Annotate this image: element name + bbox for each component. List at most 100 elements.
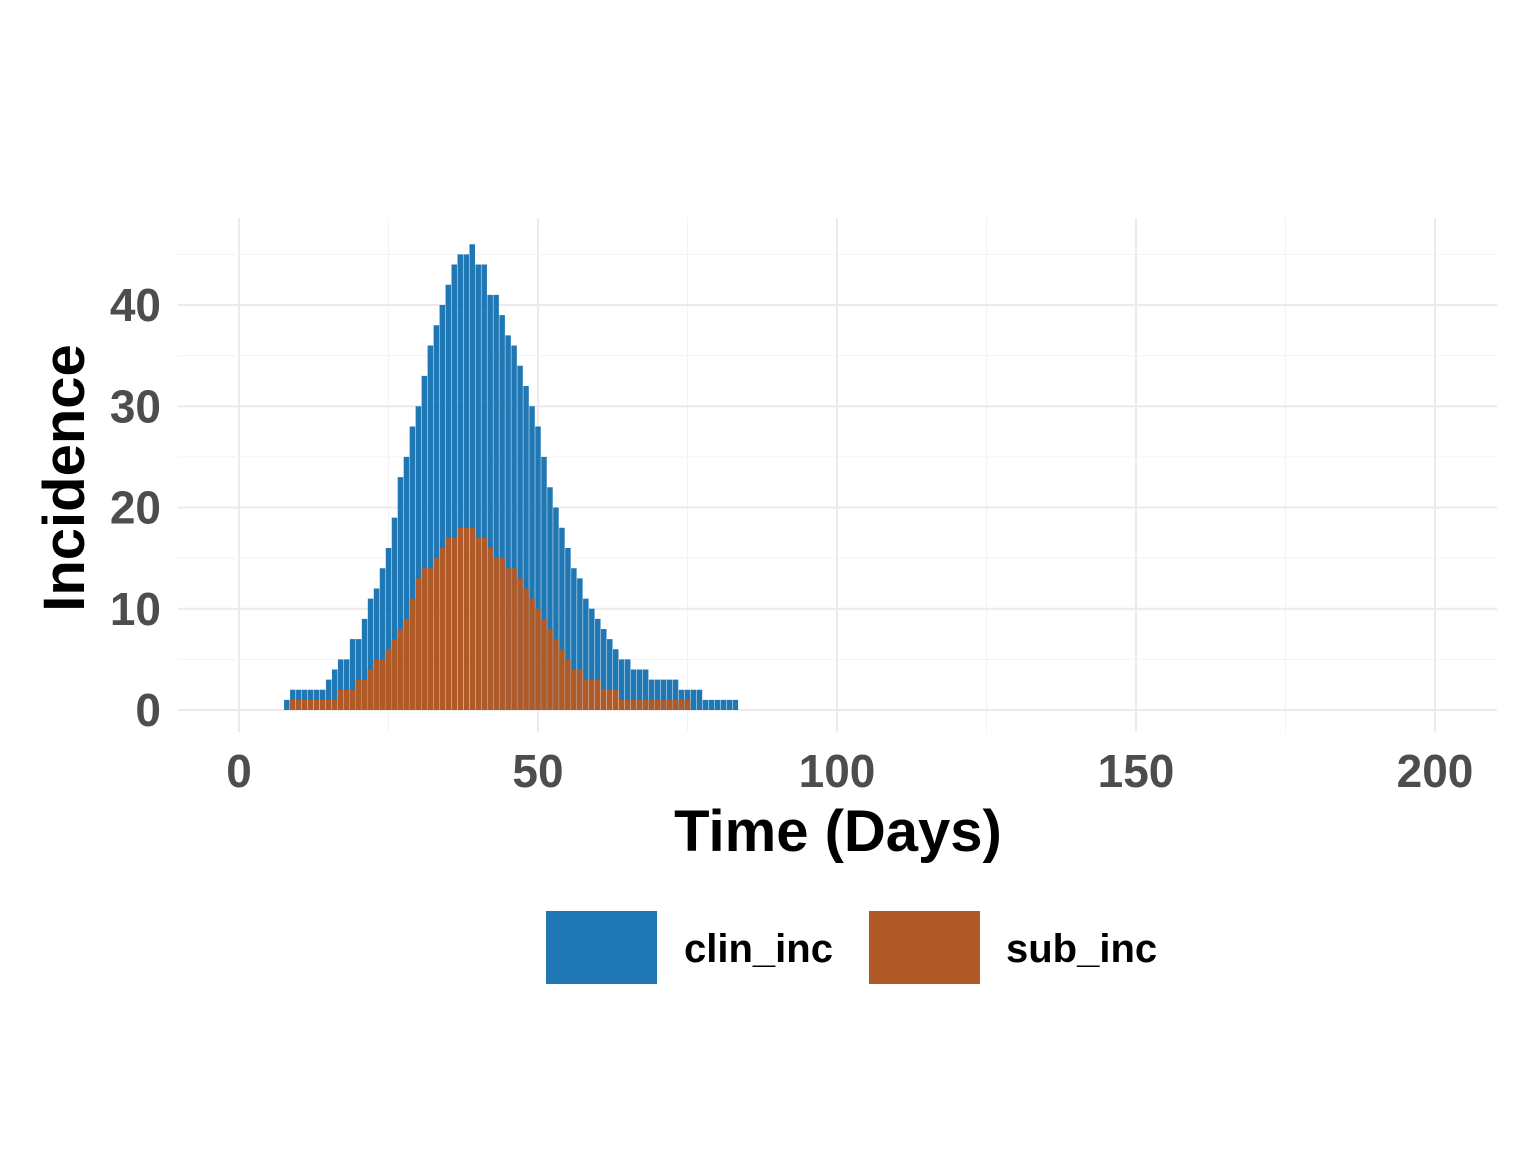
legend: clin_inc sub_inc (546, 911, 1157, 984)
bar-clin-inc (463, 254, 469, 710)
bar-clin-inc (624, 659, 631, 710)
bar-clin-inc (337, 659, 344, 710)
y-tick-label: 10 (110, 583, 161, 635)
bar-sub-inc (666, 699, 673, 710)
bar-sub-inc (385, 649, 392, 710)
bar-clin-inc (714, 699, 721, 710)
bar-sub-inc (313, 699, 320, 710)
bar-sub-inc (296, 699, 302, 710)
bar-clin-inc (642, 669, 649, 710)
bar-clin-inc (439, 305, 446, 710)
bar-sub-inc (642, 699, 649, 710)
bar-sub-inc (433, 558, 440, 710)
bar-clin-inc (672, 679, 679, 710)
bar-clin-inc (457, 254, 464, 710)
bar-sub-inc (654, 699, 661, 710)
bar-sub-inc (367, 669, 374, 710)
bar-clin-inc (571, 568, 577, 710)
x-tick-label: 0 (226, 745, 252, 797)
x-tick-label: 50 (512, 745, 563, 797)
bar-sub-inc (343, 689, 350, 710)
bar-sub-inc (499, 558, 505, 710)
bar-clin-inc (367, 598, 374, 710)
bar-sub-inc (355, 679, 362, 710)
bar-clin-inc (403, 456, 410, 710)
bar-clin-inc (595, 618, 601, 710)
legend-swatch-clin-inc (546, 911, 657, 984)
bar-clin-inc (391, 517, 398, 710)
bar-clin-inc (589, 608, 595, 710)
y-tick-label: 40 (110, 279, 161, 331)
bar-sub-inc (361, 679, 368, 710)
bar-clin-inc (529, 406, 535, 710)
bar-sub-inc (457, 527, 464, 710)
bar-sub-inc (391, 639, 398, 710)
bar-sub-inc (583, 679, 589, 710)
bar-sub-inc (672, 699, 679, 710)
bar-clin-inc (612, 649, 619, 710)
bar-clin-inc (547, 487, 553, 710)
bar-sub-inc (601, 689, 607, 710)
bar-clin-inc (284, 699, 290, 710)
bar-clin-inc (601, 629, 607, 710)
bar-sub-inc (379, 659, 386, 710)
bar-sub-inc (325, 699, 332, 710)
bar-sub-inc (523, 588, 529, 710)
bar-sub-inc (403, 618, 410, 710)
bar-sub-inc (636, 699, 643, 710)
bar-clin-inc (553, 507, 559, 710)
bar-clin-inc (720, 699, 727, 710)
bar-sub-inc (541, 618, 547, 710)
bar-clin-inc (541, 456, 547, 710)
bar-clin-inc (475, 264, 481, 710)
bar-sub-inc (445, 537, 452, 710)
bar-sub-inc (487, 548, 493, 710)
bar-sub-inc (421, 568, 428, 710)
bar-sub-inc (648, 699, 655, 710)
bar-sub-inc (612, 689, 619, 710)
bar-clin-inc (349, 639, 356, 710)
bar-sub-inc (427, 568, 434, 710)
x-tick-label: 200 (1397, 745, 1474, 797)
bar-sub-inc (535, 608, 541, 710)
bar-sub-inc (331, 699, 338, 710)
bar-sub-inc (511, 568, 517, 710)
bar-clin-inc (397, 477, 404, 710)
bar-clin-inc (708, 699, 715, 710)
bar-clin-inc (361, 618, 368, 710)
bar-sub-inc (290, 699, 296, 710)
y-axis-title: Incidence (32, 344, 97, 612)
y-tick-label: 20 (110, 482, 161, 534)
bar-clin-inc (517, 365, 523, 710)
bar-sub-inc (415, 578, 422, 710)
bar-sub-inc (624, 699, 631, 710)
bar-clin-inc (630, 669, 637, 710)
bar-clin-inc (499, 315, 505, 710)
bar-clin-inc (732, 699, 739, 710)
bar-sub-inc (571, 669, 577, 710)
bar-clin-inc (696, 689, 703, 710)
bar-sub-inc (349, 689, 356, 710)
bar-clin-inc (648, 679, 655, 710)
bar-clin-inc (607, 639, 613, 710)
bar-clin-inc (451, 264, 458, 710)
bar-clin-inc (469, 244, 475, 710)
bars (284, 244, 739, 710)
bar-clin-inc (445, 284, 452, 710)
bar-sub-inc (553, 639, 559, 710)
bar-sub-inc (302, 699, 308, 710)
bar-clin-inc (511, 345, 517, 710)
bar-clin-inc (654, 679, 661, 710)
bar-clin-inc (487, 294, 493, 710)
x-tick-label: 150 (1098, 745, 1175, 797)
bar-sub-inc (660, 699, 667, 710)
bar-sub-inc (308, 699, 314, 710)
legend-label-clin-inc: clin_inc (684, 927, 833, 971)
bar-sub-inc (373, 659, 380, 710)
bar-sub-inc (451, 537, 458, 710)
bar-clin-inc (427, 345, 434, 710)
bar-clin-inc (379, 568, 386, 710)
bar-clin-inc (421, 375, 428, 710)
bar-sub-inc (517, 578, 523, 710)
